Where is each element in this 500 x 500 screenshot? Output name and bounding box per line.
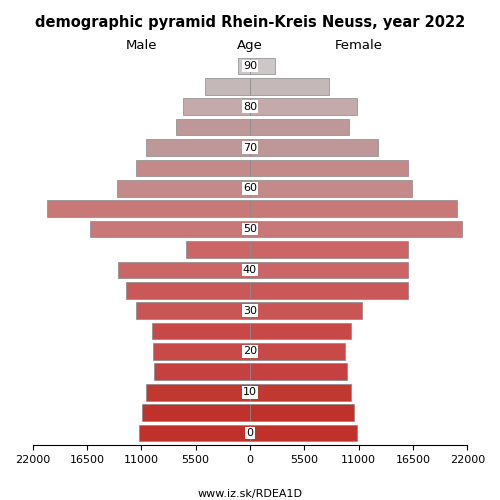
Bar (204, 78, 250, 94)
Bar (250, 78, 329, 94)
Bar (183, 98, 250, 115)
Bar (250, 262, 408, 278)
Text: 50: 50 (243, 224, 257, 234)
Bar (250, 343, 345, 360)
Bar (250, 282, 408, 298)
Bar (176, 118, 250, 136)
Bar (250, 58, 274, 74)
Text: Female: Female (334, 38, 382, 52)
Text: 10: 10 (243, 388, 257, 398)
Bar (250, 241, 408, 258)
Bar (152, 322, 250, 340)
Bar (153, 343, 250, 360)
Text: Male: Male (126, 38, 157, 52)
Bar (250, 139, 378, 156)
Text: 60: 60 (243, 184, 257, 194)
Bar (250, 364, 347, 380)
Text: 20: 20 (243, 346, 257, 356)
Bar (118, 262, 250, 278)
Bar (250, 180, 412, 196)
Bar (142, 404, 250, 421)
Bar (136, 160, 250, 176)
Bar (250, 220, 462, 238)
Bar (154, 364, 250, 380)
Bar (250, 302, 362, 319)
Bar (250, 404, 354, 421)
Bar (250, 98, 356, 115)
Text: Age: Age (237, 38, 263, 52)
Text: 30: 30 (243, 306, 257, 316)
Bar (250, 118, 349, 136)
Text: 70: 70 (243, 142, 257, 152)
Bar (186, 241, 250, 258)
Title: demographic pyramid Rhein-Kreis Neuss, year 2022: demographic pyramid Rhein-Kreis Neuss, y… (35, 15, 465, 30)
Bar (250, 200, 458, 217)
Bar (126, 282, 250, 298)
Bar (140, 424, 250, 442)
Bar (116, 180, 250, 196)
Bar (250, 160, 408, 176)
Bar (146, 384, 250, 400)
Text: 40: 40 (243, 265, 257, 275)
Bar (250, 384, 351, 400)
Text: www.iz.sk/RDEA1D: www.iz.sk/RDEA1D (198, 490, 302, 500)
Bar (238, 58, 250, 74)
Bar (146, 139, 250, 156)
Bar (250, 424, 356, 442)
Bar (136, 302, 250, 319)
Text: 80: 80 (243, 102, 257, 112)
Text: 0: 0 (246, 428, 254, 438)
Bar (48, 200, 250, 217)
Bar (250, 322, 351, 340)
Text: 90: 90 (243, 61, 257, 71)
Bar (90, 220, 250, 238)
